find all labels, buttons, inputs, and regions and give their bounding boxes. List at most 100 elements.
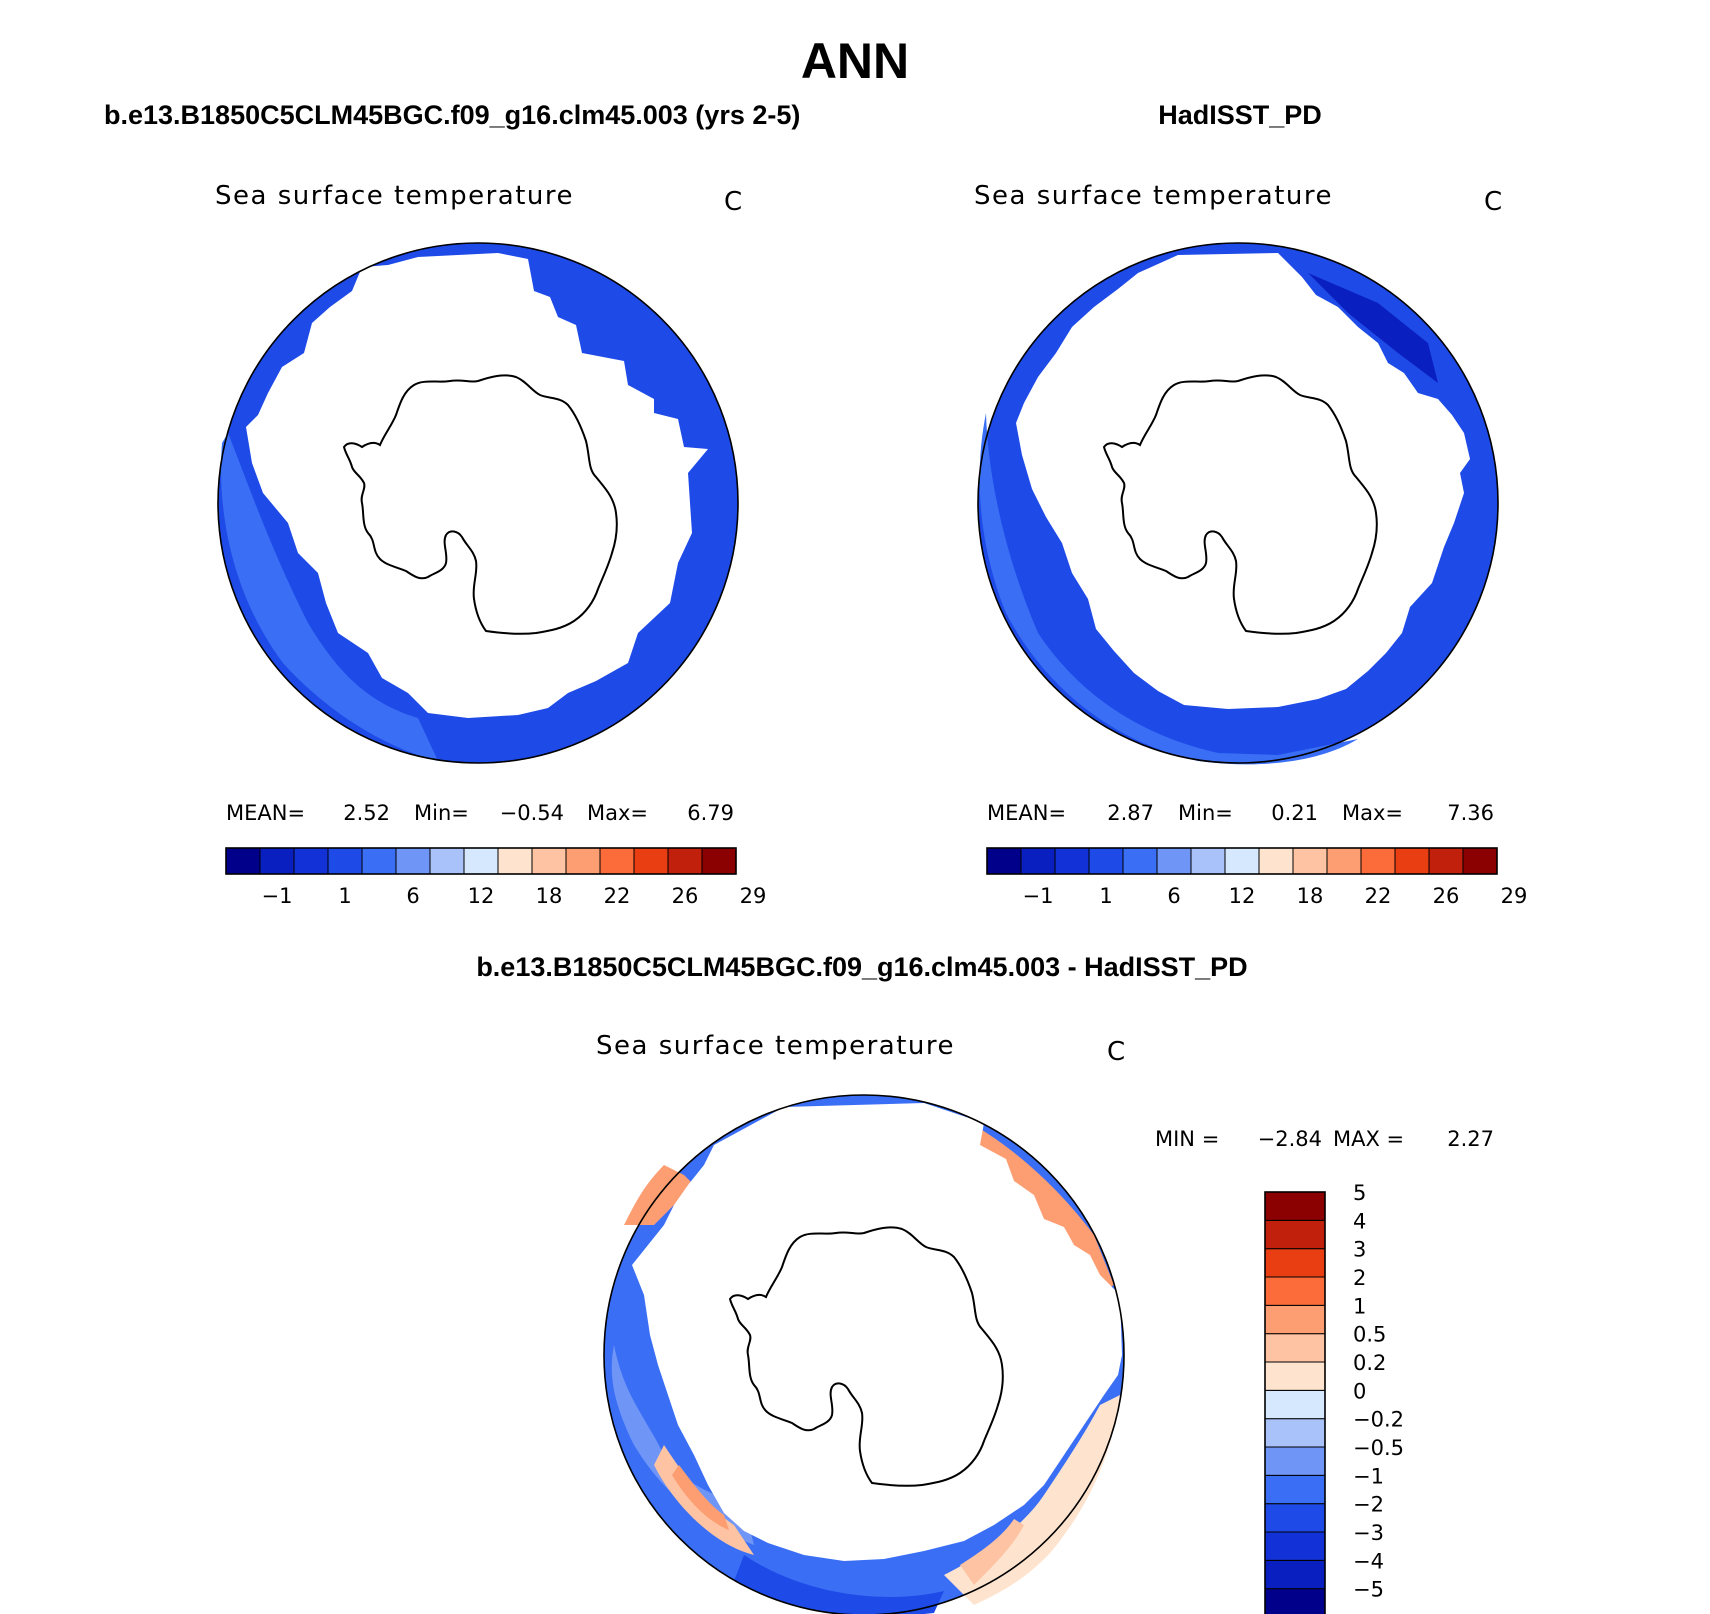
- panel-model: b.e13.B1850C5CLM45BGC.f09_g16.clm45.003 …: [104, 100, 800, 908]
- variable-label: Sea surface temperature: [215, 181, 574, 211]
- colorbar-swatch: [1156, 847, 1192, 875]
- colorbar-tick-label: 5: [1353, 1181, 1366, 1205]
- min-value: 0.21: [1271, 801, 1318, 825]
- map-anomaly-warm-sw-core: [672, 1465, 729, 1530]
- mean-value: 2.52: [343, 801, 390, 825]
- colorbar-swatch: [429, 847, 465, 875]
- colorbar-swatch: [1264, 1333, 1326, 1363]
- colorbar-swatch: [1020, 847, 1056, 875]
- map-cold-patch: [1308, 273, 1438, 383]
- colorbar-tick-label: 1: [1099, 884, 1112, 908]
- colorbar-tick-label: 1: [1353, 1294, 1366, 1318]
- units-label: C: [1107, 1037, 1127, 1067]
- stats-line: MEAN= 2.52 Min= −0.54 Max= 6.79: [226, 801, 734, 825]
- colorbar-swatch: [1264, 1361, 1326, 1391]
- colorbar-swatch: [259, 847, 295, 875]
- colorbar-swatch: [1264, 1418, 1326, 1448]
- colorbar-tick-label: 18: [1297, 884, 1324, 908]
- map-seaice-mask: [632, 1103, 1122, 1561]
- colorbar-swatch: [1264, 1588, 1326, 1614]
- max-label: Max=: [1342, 801, 1403, 825]
- min-value: −2.84: [1258, 1127, 1322, 1151]
- map-anomaly-cold-s: [734, 1555, 944, 1614]
- colorbar-swatch: [1292, 847, 1328, 875]
- colorbar-swatch: [1264, 1446, 1326, 1476]
- colorbar-tick-label: −3: [1353, 1521, 1384, 1545]
- colorbar-tick-label: 12: [468, 884, 495, 908]
- colorbar-swatch: [293, 847, 329, 875]
- colorbar-swatch: [1264, 1276, 1326, 1306]
- panel-case-title: b.e13.B1850C5CLM45BGC.f09_g16.clm45.003 …: [476, 952, 1247, 982]
- panel-case-title: HadISST_PD: [1158, 100, 1322, 130]
- colorbar-swatch: [599, 847, 635, 875]
- max-value: 6.79: [687, 801, 734, 825]
- colorbar-tick-label: 12: [1229, 884, 1256, 908]
- colorbar-tick-label: 29: [740, 884, 767, 908]
- colorbar-swatch: [463, 847, 499, 875]
- colorbar: −1 1 6 12 18 22 26 29: [986, 847, 1528, 908]
- colorbar-tick-label: 0.5: [1353, 1323, 1386, 1347]
- colorbar-tick-label: 26: [1433, 884, 1460, 908]
- figure-title: ANN: [801, 33, 909, 89]
- variable-label: Sea surface temperature: [596, 1031, 955, 1061]
- colorbar-swatch: [1264, 1531, 1326, 1561]
- colorbar-tick-label: 22: [604, 884, 631, 908]
- colorbar-tick-label: 22: [1365, 884, 1392, 908]
- colorbar-tick-label: 29: [1501, 884, 1528, 908]
- min-label: Min=: [1178, 801, 1233, 825]
- colorbar-swatch: [633, 847, 669, 875]
- mean-value: 2.87: [1107, 801, 1154, 825]
- colorbar-tick-label: 6: [1167, 884, 1180, 908]
- colorbar-tick-label: −1: [1023, 884, 1054, 908]
- stats-line: MIN = −2.84 MAX = 2.27: [1155, 1127, 1494, 1151]
- colorbar-swatch: [986, 847, 1022, 875]
- colorbar-swatch: [1264, 1248, 1326, 1278]
- map-anomaly-warm-se-core: [960, 1519, 1024, 1585]
- colorbar-swatch: [531, 847, 567, 875]
- max-value: 2.27: [1447, 1127, 1494, 1151]
- colorbar-frame: [986, 847, 1498, 875]
- map-boundary: [977, 242, 1499, 764]
- colorbar-tick-label: −0.5: [1353, 1436, 1404, 1460]
- colorbar-swatch: [667, 847, 703, 875]
- colorbar-tick-label: 0.2: [1353, 1351, 1386, 1375]
- colorbar-swatch: [1394, 847, 1430, 875]
- colorbar-tick-label: 1: [338, 884, 351, 908]
- polar-map: [977, 242, 1499, 765]
- colorbar-tick-label: −5: [1353, 1578, 1384, 1602]
- colorbar-vertical: −5 −4 −3 −2 −1 −0.5 −0.2 0 0.2 0.5 1 2 3 4 5: [1264, 1181, 1404, 1614]
- colorbar-swatch: [1122, 847, 1158, 875]
- min-label: MIN =: [1155, 1127, 1219, 1151]
- colorbar-tick-label: 6: [406, 884, 419, 908]
- colorbar-tick-label: 18: [536, 884, 563, 908]
- colorbar-tick-label: −0.2: [1353, 1408, 1404, 1432]
- colorbar-swatch: [1264, 1559, 1326, 1590]
- colorbar-swatch: [1264, 1304, 1326, 1335]
- max-label: MAX =: [1333, 1127, 1404, 1151]
- min-value: −0.54: [500, 801, 564, 825]
- mean-label: MEAN=: [987, 801, 1066, 825]
- panel-observations: HadISST_PD Sea surface temperature C MEA…: [974, 100, 1527, 908]
- colorbar: −1 1 6 12 18 22 26 29: [225, 847, 767, 908]
- colorbar-swatch: [1264, 1191, 1326, 1221]
- colorbar-frame: [1264, 1191, 1326, 1614]
- colorbar-tick-label: −2: [1353, 1493, 1384, 1517]
- colorbar-swatch: [327, 847, 363, 875]
- panel-case-title: b.e13.B1850C5CLM45BGC.f09_g16.clm45.003 …: [104, 100, 800, 130]
- colorbar-swatch: [1264, 1503, 1326, 1533]
- map-warm-band: [221, 433, 438, 761]
- max-label: Max=: [587, 801, 648, 825]
- panel-difference: b.e13.B1850C5CLM45BGC.f09_g16.clm45.003 …: [476, 952, 1494, 1614]
- map-boundary: [217, 242, 739, 764]
- units-label: C: [724, 187, 744, 217]
- colorbar-swatch: [361, 847, 397, 875]
- mean-label: MEAN=: [226, 801, 305, 825]
- colorbar-frame: [225, 847, 737, 875]
- colorbar-swatch: [395, 847, 431, 875]
- colorbar-tick-label: 4: [1353, 1209, 1366, 1233]
- variable-label: Sea surface temperature: [974, 181, 1333, 211]
- colorbar-swatch: [1360, 847, 1396, 875]
- colorbar-swatch: [1224, 847, 1260, 875]
